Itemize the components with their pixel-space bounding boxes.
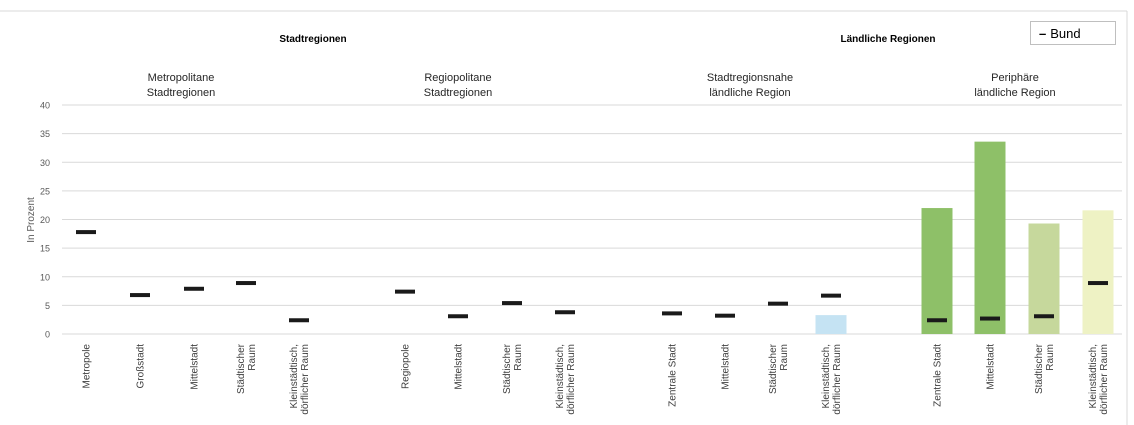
y-axis-label: In Prozent bbox=[26, 197, 37, 243]
category-label: Kleinstädtisch, bbox=[1088, 344, 1099, 408]
subgroup-title: Stadtregionen bbox=[147, 87, 216, 99]
category-label: Raum bbox=[247, 344, 258, 371]
bund-marker bbox=[184, 286, 204, 291]
category-label: Zentrale Stadt bbox=[933, 344, 944, 407]
category-label: Kleinstädtisch, bbox=[821, 344, 832, 408]
bund-marker bbox=[1088, 281, 1108, 286]
y-tick-label: 25 bbox=[40, 186, 50, 196]
category-label: Raum bbox=[1045, 344, 1056, 371]
category-label: Raum bbox=[513, 344, 524, 371]
subgroup-title: Regiopolitane bbox=[424, 72, 491, 84]
bund-marker bbox=[1034, 314, 1054, 319]
legend-bund-label: Bund bbox=[1050, 25, 1081, 41]
category-label: dörflicher Raum bbox=[832, 344, 843, 415]
category-label: Kleinstädtisch, bbox=[555, 344, 566, 408]
bund-marker bbox=[395, 289, 415, 294]
category-label: Kleinstädtisch, bbox=[289, 344, 300, 408]
subgroup-title: ländliche Region bbox=[709, 87, 790, 99]
subgroup-title: ländliche Region bbox=[974, 87, 1055, 99]
top-group-label: Stadtregionen bbox=[279, 34, 346, 45]
subgroup-title: Stadtregionen bbox=[424, 87, 493, 99]
category-label: Mittelstadt bbox=[454, 344, 465, 390]
subgroup-title: Stadtregionsnahe bbox=[707, 72, 793, 84]
category-label: Städtischer bbox=[1034, 343, 1045, 394]
legend-bund-marker: – bbox=[1039, 25, 1047, 41]
y-tick-label: 15 bbox=[40, 244, 50, 254]
category-label: Metropole bbox=[82, 344, 93, 389]
bar bbox=[974, 141, 1006, 334]
y-tick-label: 20 bbox=[40, 215, 50, 225]
category-label: Mittelstadt bbox=[986, 344, 997, 390]
subgroup-title: Periphäre bbox=[991, 72, 1039, 84]
bar bbox=[921, 208, 953, 334]
bund-marker bbox=[768, 301, 788, 306]
y-tick-label: 5 bbox=[45, 301, 50, 311]
category-label: Städtischer bbox=[236, 343, 247, 394]
y-tick-label: 40 bbox=[40, 101, 50, 111]
y-tick-label: 0 bbox=[45, 330, 50, 340]
category-label: Großstadt bbox=[136, 344, 147, 389]
y-tick-label: 10 bbox=[40, 272, 50, 282]
top-group-label: Ländliche Regionen bbox=[840, 34, 935, 45]
category-label: Städtischer bbox=[502, 343, 513, 394]
bund-marker bbox=[715, 313, 735, 318]
bund-marker bbox=[236, 281, 256, 286]
category-label: Zentrale Stadt bbox=[668, 344, 679, 407]
category-label: dörflicher Raum bbox=[566, 344, 577, 415]
bund-marker bbox=[289, 318, 309, 323]
category-label: Mittelstadt bbox=[190, 344, 201, 390]
category-label: Städtischer bbox=[768, 343, 779, 394]
bund-marker bbox=[502, 301, 522, 306]
bund-marker bbox=[76, 230, 96, 235]
bund-marker bbox=[662, 311, 682, 316]
category-label: Mittelstadt bbox=[721, 344, 732, 390]
bund-marker bbox=[927, 318, 947, 323]
category-label: dörflicher Raum bbox=[300, 344, 311, 415]
y-tick-label: 35 bbox=[40, 129, 50, 139]
bar bbox=[1082, 210, 1114, 334]
y-tick-label: 30 bbox=[40, 158, 50, 168]
category-label: Raum bbox=[779, 344, 790, 371]
bund-marker bbox=[980, 316, 1000, 321]
category-label: Regiopole bbox=[401, 344, 412, 389]
category-label: dörflicher Raum bbox=[1099, 344, 1110, 415]
bund-marker bbox=[555, 310, 575, 315]
bund-marker bbox=[448, 314, 468, 319]
legend: – Bund bbox=[1030, 21, 1116, 45]
bund-marker bbox=[821, 293, 841, 298]
bund-marker bbox=[130, 293, 150, 298]
bar bbox=[815, 315, 847, 334]
subgroup-title: Metropolitane bbox=[148, 72, 215, 84]
